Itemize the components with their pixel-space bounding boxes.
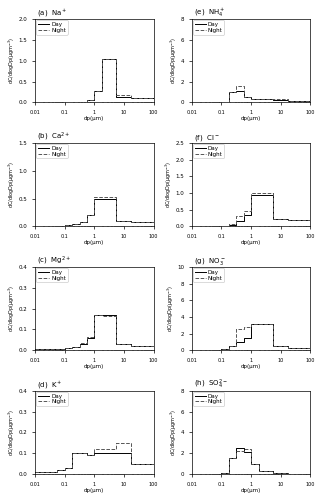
Text: (e)  NH$_4^+$: (e) NH$_4^+$ — [194, 7, 225, 19]
X-axis label: dp(μm): dp(μm) — [84, 364, 104, 369]
Y-axis label: dC/dlogDp(μgm$^{-3}$): dC/dlogDp(μgm$^{-3}$) — [166, 285, 176, 332]
Legend: Day, Night: Day, Night — [36, 268, 68, 282]
X-axis label: dp(μm): dp(μm) — [241, 364, 261, 369]
Y-axis label: dC/dlogDp(μgm$^{-3}$): dC/dlogDp(μgm$^{-3}$) — [169, 409, 179, 456]
X-axis label: dp(μm): dp(μm) — [84, 488, 104, 493]
Y-axis label: dC/dlogDp(μgm$^{-3}$): dC/dlogDp(μgm$^{-3}$) — [164, 161, 174, 208]
X-axis label: dp(μm): dp(μm) — [241, 240, 261, 246]
Text: (b)  Ca$^{2+}$: (b) Ca$^{2+}$ — [37, 131, 71, 143]
X-axis label: dp(μm): dp(μm) — [84, 240, 104, 246]
Y-axis label: dC/dlogDp(μgm$^{-3}$): dC/dlogDp(μgm$^{-3}$) — [7, 285, 17, 332]
X-axis label: dp(μm): dp(μm) — [241, 488, 261, 493]
Legend: Day, Night: Day, Night — [193, 144, 224, 158]
X-axis label: dp(μm): dp(μm) — [241, 116, 261, 121]
Y-axis label: dC/dlogDp(μgm$^{-3}$): dC/dlogDp(μgm$^{-3}$) — [169, 38, 179, 84]
Y-axis label: dC/dlogDp(μgm$^{-3}$): dC/dlogDp(μgm$^{-3}$) — [7, 161, 17, 208]
Y-axis label: dC/dlogDp(μgm$^{-3}$): dC/dlogDp(μgm$^{-3}$) — [7, 38, 17, 84]
Text: (h)  SO$_4^{2-}$: (h) SO$_4^{2-}$ — [194, 378, 228, 391]
Legend: Day, Night: Day, Night — [193, 392, 224, 406]
Text: (a)  Na$^+$: (a) Na$^+$ — [37, 8, 68, 19]
Legend: Day, Night: Day, Night — [193, 20, 224, 34]
Legend: Day, Night: Day, Night — [193, 268, 224, 282]
Legend: Day, Night: Day, Night — [36, 144, 68, 158]
Text: (c)  Mg$^{2+}$: (c) Mg$^{2+}$ — [37, 254, 71, 267]
Legend: Day, Night: Day, Night — [36, 392, 68, 406]
Text: (d)  K$^+$: (d) K$^+$ — [37, 380, 63, 391]
X-axis label: dp(μm): dp(μm) — [84, 116, 104, 121]
Y-axis label: dC/dlogDp(μgm$^{-3}$): dC/dlogDp(μgm$^{-3}$) — [7, 409, 17, 456]
Legend: Day, Night: Day, Night — [36, 20, 68, 34]
Text: (g)  NO$_3^-$: (g) NO$_3^-$ — [194, 256, 226, 267]
Text: (f)  Cl$^-$: (f) Cl$^-$ — [194, 133, 220, 143]
